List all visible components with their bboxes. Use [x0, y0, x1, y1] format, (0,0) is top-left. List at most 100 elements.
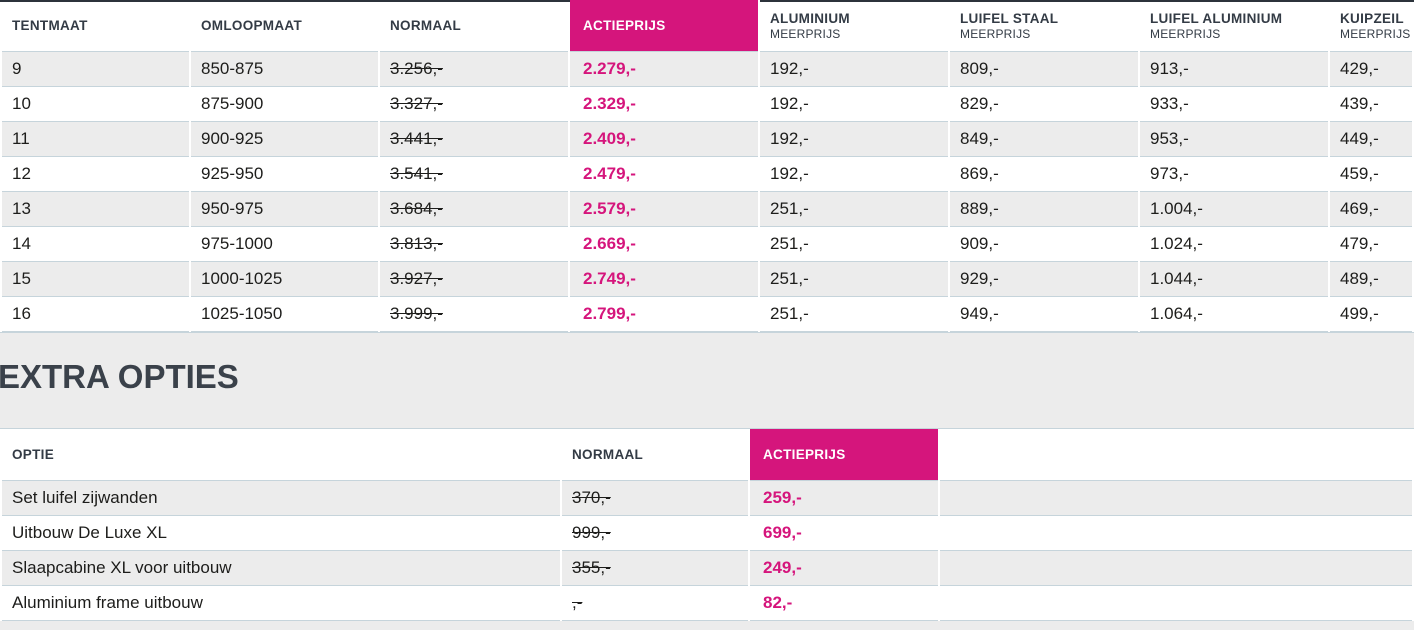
aluminium-meerprijs-cell: 192,-	[760, 87, 948, 122]
tentmaat-cell: 12	[2, 157, 189, 192]
omloopmaat-cell: 1000-1025	[191, 262, 378, 297]
luifel-aluminium-meerprijs-cell: 973,-	[1140, 157, 1328, 192]
column-label: ACTIEPRIJS	[763, 447, 846, 462]
aluminium-meerprijs-cell: 192,-	[760, 52, 948, 87]
option-row: Set luifel zijwanden 370,- 259,-	[2, 481, 1412, 516]
empty-cell	[940, 481, 1412, 516]
actieprijs-cell: 82,-	[750, 586, 938, 621]
actieprijs-cell: 2.279,-	[570, 52, 758, 87]
kuipzeil-meerprijs-cell: 469,-	[1330, 192, 1412, 227]
kuipzeil-meerprijs-cell: 439,-	[1330, 87, 1412, 122]
extra-options-table: OPTIE NORMAAL ACTIEPRIJS Set luifel zijw…	[0, 429, 1414, 621]
column-label: TENTMAAT	[12, 18, 88, 33]
luifel-staal-meerprijs-cell: 809,-	[950, 52, 1138, 87]
next-row-peek	[0, 621, 1414, 630]
tent-row-10: 10 875-900 3.327,- 2.329,- 192,- 829,- 9…	[2, 87, 1412, 122]
aluminium-meerprijs-cell: 251,-	[760, 227, 948, 262]
col-header-luifel-aluminium-meerprijs: LUIFEL ALUMINIUM MEERPRIJS	[1140, 0, 1328, 52]
col-header-normaal: NORMAAL	[562, 429, 748, 481]
luifel-staal-meerprijs-cell: 949,-	[950, 297, 1138, 332]
omloopmaat-cell: 850-875	[191, 52, 378, 87]
aluminium-meerprijs-cell: 251,-	[760, 262, 948, 297]
aluminium-meerprijs-cell: 192,-	[760, 157, 948, 192]
luifel-aluminium-meerprijs-cell: 1.064,-	[1140, 297, 1328, 332]
tentmaat-cell: 13	[2, 192, 189, 227]
normaal-price-cell: 370,-	[562, 481, 748, 516]
tent-row-9: 9 850-875 3.256,- 2.279,- 192,- 809,- 91…	[2, 52, 1412, 87]
kuipzeil-meerprijs-cell: 499,-	[1330, 297, 1412, 332]
luifel-aluminium-meerprijs-cell: 953,-	[1140, 122, 1328, 157]
column-label: ACTIEPRIJS	[583, 18, 666, 33]
col-header-actieprijs: ACTIEPRIJS	[750, 429, 938, 481]
tentmaat-cell: 16	[2, 297, 189, 332]
col-header-optie: OPTIE	[2, 429, 560, 481]
omloopmaat-cell: 975-1000	[191, 227, 378, 262]
normaal-price-cell: ,-	[562, 586, 748, 621]
top-border-line	[760, 0, 1414, 2]
tentmaat-cell: 14	[2, 227, 189, 262]
tent-row-16: 16 1025-1050 3.999,- 2.799,- 251,- 949,-…	[2, 297, 1412, 332]
actieprijs-cell: 2.409,-	[570, 122, 758, 157]
luifel-aluminium-meerprijs-cell: 913,-	[1140, 52, 1328, 87]
col-header-luifel-staal-meerprijs: LUIFEL STAAL MEERPRIJS	[950, 0, 1138, 52]
option-name-cell: Aluminium frame uitbouw	[2, 586, 560, 621]
tentmaat-cell: 11	[2, 122, 189, 157]
extra-opties-section-band: EXTRA OPTIES	[0, 332, 1414, 429]
tentmaat-cell: 10	[2, 87, 189, 122]
top-border-line	[0, 0, 570, 2]
column-label: OMLOOPMAAT	[201, 18, 302, 33]
luifel-staal-meerprijs-cell: 829,-	[950, 87, 1138, 122]
kuipzeil-meerprijs-cell: 449,-	[1330, 122, 1412, 157]
omloopmaat-cell: 1025-1050	[191, 297, 378, 332]
actieprijs-cell: 2.749,-	[570, 262, 758, 297]
col-header-actieprijs: ACTIEPRIJS	[570, 0, 758, 52]
aluminium-meerprijs-cell: 251,-	[760, 297, 948, 332]
luifel-staal-meerprijs-cell: 909,-	[950, 227, 1138, 262]
col-header-tentmaat: TENTMAAT	[2, 0, 189, 52]
omloopmaat-cell: 950-975	[191, 192, 378, 227]
option-name-cell: Uitbouw De Luxe XL	[2, 516, 560, 551]
column-label: KUIPZEIL	[1340, 10, 1404, 26]
aluminium-meerprijs-cell: 251,-	[760, 192, 948, 227]
kuipzeil-meerprijs-cell: 489,-	[1330, 262, 1412, 297]
normaal-price-cell: 3.684,-	[380, 192, 568, 227]
actieprijs-cell: 249,-	[750, 551, 938, 586]
normaal-price-cell: 3.927,-	[380, 262, 568, 297]
tent-row-14: 14 975-1000 3.813,- 2.669,- 251,- 909,- …	[2, 227, 1412, 262]
luifel-aluminium-meerprijs-cell: 933,-	[1140, 87, 1328, 122]
actieprijs-cell: 2.799,-	[570, 297, 758, 332]
normaal-price-cell: 3.441,-	[380, 122, 568, 157]
option-name-cell: Slaapcabine XL voor uitbouw	[2, 551, 560, 586]
luifel-aluminium-meerprijs-cell: 1.024,-	[1140, 227, 1328, 262]
empty-header-cell	[940, 429, 1412, 481]
col-header-normaal: NORMAAL	[380, 0, 568, 52]
empty-cell	[940, 586, 1412, 621]
normaal-price-cell: 3.813,-	[380, 227, 568, 262]
col-header-kuipzeil-meerprijs: KUIPZEIL MEERPRIJS	[1330, 0, 1412, 52]
tentmaat-cell: 9	[2, 52, 189, 87]
normaal-price-cell: 355,-	[562, 551, 748, 586]
column-label: NORMAAL	[390, 18, 462, 33]
option-name-cell: Set luifel zijwanden	[2, 481, 560, 516]
column-sublabel: MEERPRIJS	[1340, 26, 1411, 41]
tent-price-table: TENTMAAT OMLOOPMAAT NORMAAL ACTIEPRIJS A…	[2, 0, 1412, 332]
normaal-price-cell: 3.327,-	[380, 87, 568, 122]
table-header-row: TENTMAAT OMLOOPMAAT NORMAAL ACTIEPRIJS A…	[2, 0, 1412, 52]
kuipzeil-meerprijs-cell: 459,-	[1330, 157, 1412, 192]
luifel-aluminium-meerprijs-cell: 1.004,-	[1140, 192, 1328, 227]
column-label: NORMAAL	[572, 447, 644, 462]
column-label: LUIFEL ALUMINIUM	[1150, 10, 1283, 26]
column-sublabel: MEERPRIJS	[770, 26, 841, 41]
omloopmaat-cell: 925-950	[191, 157, 378, 192]
option-row: Uitbouw De Luxe XL 999,- 699,-	[2, 516, 1412, 551]
empty-cell	[940, 551, 1412, 586]
kuipzeil-meerprijs-cell: 479,-	[1330, 227, 1412, 262]
normaal-price-cell: 999,-	[562, 516, 748, 551]
option-row: Aluminium frame uitbouw ,- 82,-	[2, 586, 1412, 621]
column-sublabel: MEERPRIJS	[1150, 26, 1221, 41]
aluminium-meerprijs-cell: 192,-	[760, 122, 948, 157]
normaal-price-cell: 3.256,-	[380, 52, 568, 87]
luifel-staal-meerprijs-cell: 929,-	[950, 262, 1138, 297]
col-header-omloopmaat: OMLOOPMAAT	[191, 0, 378, 52]
